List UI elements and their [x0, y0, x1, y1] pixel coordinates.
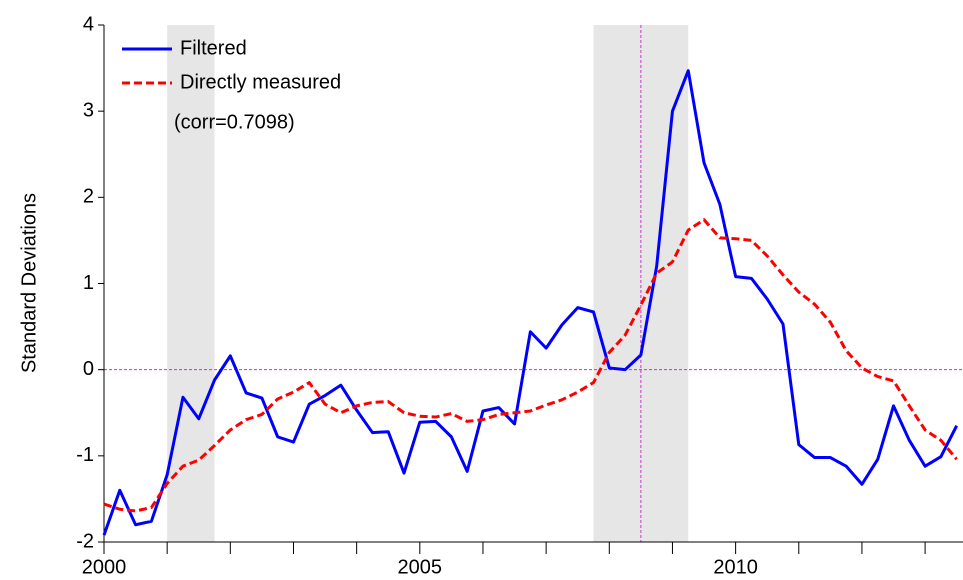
y-tick-label: -1: [76, 444, 94, 466]
annotation: (corr=0.7098): [174, 111, 295, 133]
recession-band: [167, 25, 215, 542]
legend-label: Filtered: [180, 37, 247, 59]
x-tick-label: 2010: [713, 556, 758, 578]
series-line: [102, 69, 959, 536]
legend-label: Directly measured: [180, 71, 341, 93]
y-tick-label: -2: [76, 530, 94, 552]
y-tick-label: 3: [83, 99, 94, 121]
y-tick-label: 0: [83, 358, 94, 380]
y-axis-label: Standard Deviations: [18, 193, 40, 373]
x-tick-label: 2000: [82, 556, 127, 578]
x-tick-label: 2005: [398, 556, 443, 578]
series-line: [103, 218, 958, 513]
y-tick-label: 4: [83, 13, 94, 35]
y-tick-label: 2: [83, 186, 94, 208]
y-tick-label: 1: [83, 272, 94, 294]
